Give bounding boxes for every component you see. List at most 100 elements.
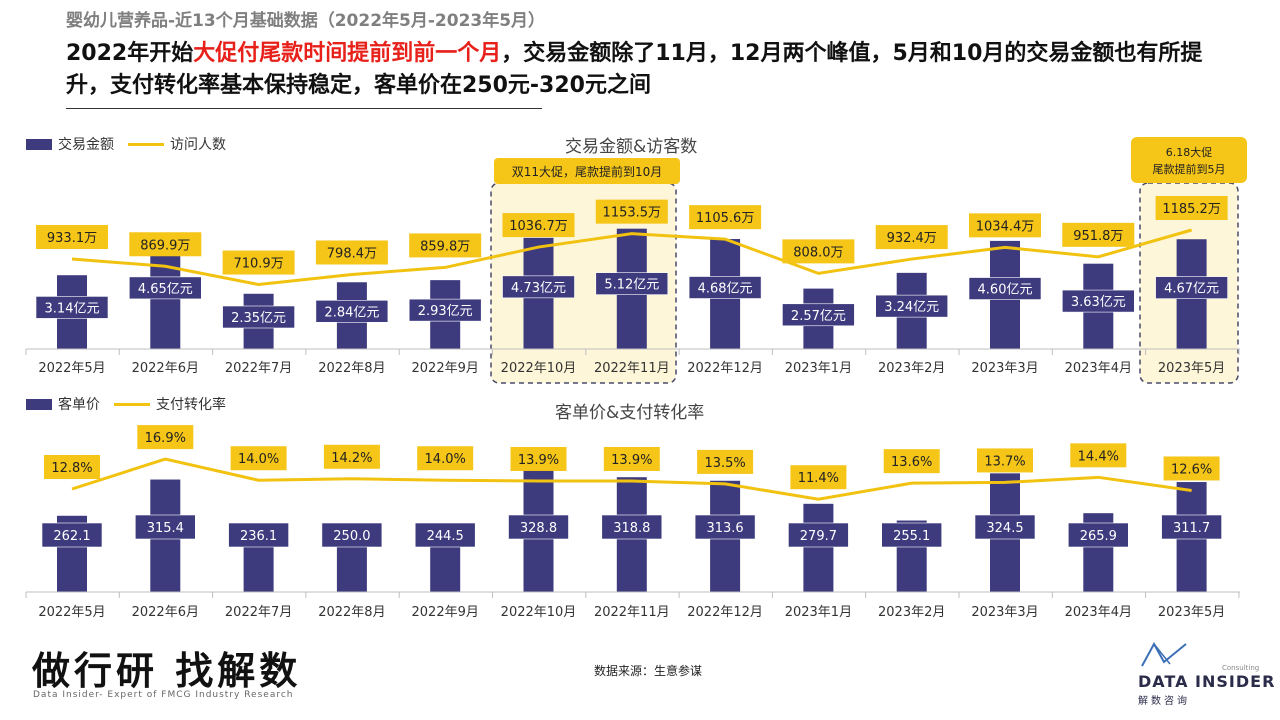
conversion-label: 14.0%: [238, 452, 279, 467]
chart2-category-label: 2023年2月: [878, 605, 945, 620]
annotation-double11-text: 双11大促，尾款提前到10月: [512, 164, 663, 179]
chart2-category-label: 2023年3月: [971, 605, 1038, 620]
visitors-label: 1034.4万: [976, 219, 1035, 234]
conversion-label: 12.8%: [51, 461, 92, 476]
conversion-label: 13.6%: [891, 455, 932, 470]
chart1-category-label: 2022年8月: [318, 361, 385, 376]
page-subtitle: 婴幼儿营养品-近13个月基础数据（2022年5月-2023年5月）: [66, 11, 546, 31]
amount-label-bg: [35, 296, 109, 319]
amount-label-bg: [408, 298, 482, 322]
visitors-label-bg: [595, 199, 668, 224]
avgprice-label-bg: [788, 522, 849, 548]
conversion-label-bg: [883, 449, 940, 474]
avgprice-label-bg: [1068, 522, 1129, 548]
amount-label: 3.63亿元: [1071, 295, 1126, 310]
amount-label-bg: [1062, 289, 1135, 313]
visitors-label: 933.1万: [47, 231, 97, 246]
visitors-label-bg: [689, 205, 762, 230]
avgprice-label-bg: [601, 514, 663, 540]
avgprice-bar: [803, 503, 834, 592]
headline-prefix: 2022年开始: [66, 41, 194, 66]
page-headline: 2022年开始大促付尾款时间提前到前一个月，交易金额除了11月，12月两个峰值，…: [66, 38, 1246, 102]
chart2-title: 客单价&支付转化率: [555, 403, 705, 423]
visitors-label: 869.9万: [140, 238, 190, 253]
chart2-category-label: 2023年4月: [1065, 605, 1132, 620]
annotation-618-text-line1: 6.18大促: [1166, 145, 1213, 159]
chart1-category-label: 2023年5月: [1158, 361, 1225, 376]
conversion-label: 13.5%: [704, 456, 745, 471]
amount-label-bg: [315, 299, 389, 323]
avgprice-label: 311.7: [1173, 521, 1210, 536]
conversion-label-bg: [977, 448, 1033, 473]
data-source: 数据来源：生意参谋: [594, 664, 703, 678]
chart1-category-label: 2023年2月: [878, 361, 945, 376]
avgprice-label-bg: [881, 522, 943, 548]
visitors-label-bg: [129, 232, 202, 257]
conversion-label-bg: [790, 465, 847, 490]
conversion-label-bg: [417, 446, 474, 471]
chart2-category-label: 2022年7月: [225, 605, 292, 620]
amount-label-bg: [1155, 276, 1228, 299]
avgprice-label-bg: [135, 514, 196, 540]
conversion-label: 14.2%: [331, 451, 372, 466]
footer-slogan: 做行研 找解数: [32, 648, 302, 693]
headline-highlight: 大促付尾款时间提前到前一个月: [193, 41, 502, 66]
legend-label-avgprice: 客单价: [58, 397, 100, 413]
chart2-category-label: 2022年10月: [501, 605, 577, 620]
conversion-label-bg: [697, 449, 754, 474]
conversion-label: 12.6%: [1171, 462, 1212, 477]
visitors-label-bg: [315, 240, 388, 265]
conversion-label-bg: [44, 455, 100, 479]
avgprice-label-bg: [321, 522, 383, 548]
annotation-double11-bg: [494, 158, 680, 184]
amount-label-bg: [502, 275, 575, 299]
legend-label-conversion: 支付转化率: [156, 397, 226, 413]
chart1-category-label: 2022年10月: [501, 361, 577, 376]
chart2-category-label: 2022年5月: [38, 605, 105, 620]
headline-suffix: ，交易金额除了11月，12月两个峰值，5月和10月的交易金额也有所提升，支付转化…: [66, 41, 1203, 98]
amount-label-bg: [968, 277, 1042, 300]
avgprice-label-bg: [508, 514, 569, 540]
amount-label: 4.60亿元: [978, 283, 1033, 298]
chart1-category-label: 2023年1月: [785, 361, 852, 376]
visitors-label-bg: [1155, 196, 1228, 220]
visitors-label: 859.8万: [420, 239, 470, 254]
brand-name-cn: 解数咨询: [1138, 696, 1190, 707]
visitors-label: 1105.6万: [696, 211, 755, 226]
amount-label: 4.73亿元: [511, 281, 566, 296]
amount-label: 2.84亿元: [324, 305, 379, 320]
legend-bar-swatch: [26, 398, 52, 410]
amount-label: 3.14亿元: [45, 301, 100, 316]
brand-logo-icon: [1141, 641, 1187, 667]
avgprice-label: 255.1: [893, 529, 930, 544]
visitors-label-bg: [409, 233, 482, 258]
visitors-label: 1036.7万: [509, 219, 568, 234]
chart1-category-label: 2022年12月: [687, 361, 763, 376]
chart2-category-label: 2022年8月: [318, 605, 385, 620]
conversion-label: 13.9%: [611, 453, 652, 468]
legend-line-swatch: [128, 142, 164, 146]
visitors-label-bg: [969, 213, 1041, 238]
conversion-label-bg: [603, 446, 660, 471]
visitors-label: 1185.2万: [1162, 202, 1221, 217]
chart2-legend: 客单价 支付转化率: [26, 394, 226, 414]
conversion-label: 13.7%: [984, 454, 1025, 469]
conversion-label: 13.9%: [518, 453, 559, 468]
amount-label-bg: [875, 294, 949, 318]
conversion-label: 14.0%: [425, 452, 466, 467]
amount-label: 3.24亿元: [884, 300, 939, 315]
visitors-label: 1153.5万: [603, 206, 662, 221]
visitors-label: 798.4万: [327, 246, 377, 261]
headline-underline: [66, 108, 542, 109]
conversion-label: 14.4%: [1078, 449, 1119, 464]
amount-label-bg: [129, 276, 202, 300]
visitors-label-bg: [782, 239, 855, 264]
amount-label: 5.12亿元: [604, 278, 659, 293]
chart1-category-label: 2023年3月: [971, 361, 1038, 376]
conversion-label-bg: [1163, 456, 1220, 481]
conversion-label-bg: [510, 446, 567, 471]
chart2-category-label: 2022年12月: [687, 605, 763, 620]
chart1-legend: 交易金额 访问人数: [26, 134, 226, 154]
amount-label: 2.93亿元: [418, 304, 473, 319]
